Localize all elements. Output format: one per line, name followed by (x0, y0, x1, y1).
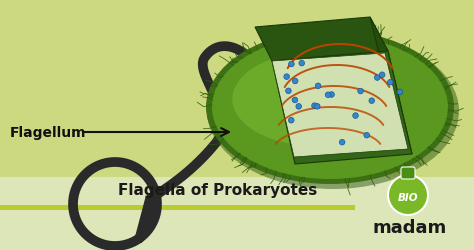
Circle shape (379, 73, 385, 78)
Polygon shape (255, 18, 388, 62)
Circle shape (329, 92, 334, 98)
Circle shape (289, 118, 294, 124)
Text: Flagella of Prokaryotes: Flagella of Prokaryotes (118, 183, 317, 198)
Circle shape (339, 140, 345, 145)
Circle shape (369, 98, 374, 104)
Circle shape (314, 104, 320, 110)
Ellipse shape (232, 53, 398, 146)
Ellipse shape (206, 31, 454, 184)
FancyBboxPatch shape (0, 177, 474, 250)
Circle shape (292, 79, 298, 84)
Circle shape (286, 89, 291, 94)
Polygon shape (272, 52, 412, 164)
Circle shape (353, 113, 358, 119)
Circle shape (289, 62, 294, 68)
Circle shape (299, 61, 304, 67)
Circle shape (315, 84, 321, 89)
Polygon shape (370, 18, 412, 154)
Polygon shape (272, 54, 408, 157)
Circle shape (325, 92, 331, 98)
Circle shape (358, 89, 364, 94)
Circle shape (388, 175, 428, 215)
Text: madam: madam (373, 218, 447, 236)
Ellipse shape (212, 36, 448, 179)
Text: BIO: BIO (398, 192, 419, 202)
Circle shape (397, 90, 402, 95)
Circle shape (387, 80, 393, 86)
Ellipse shape (207, 34, 459, 189)
FancyBboxPatch shape (0, 205, 355, 210)
Text: Flagellum: Flagellum (10, 126, 86, 140)
Circle shape (292, 98, 298, 103)
Circle shape (312, 104, 317, 109)
Circle shape (284, 74, 290, 80)
Circle shape (296, 104, 301, 110)
FancyBboxPatch shape (401, 167, 415, 179)
Circle shape (364, 133, 370, 138)
Circle shape (374, 76, 380, 81)
